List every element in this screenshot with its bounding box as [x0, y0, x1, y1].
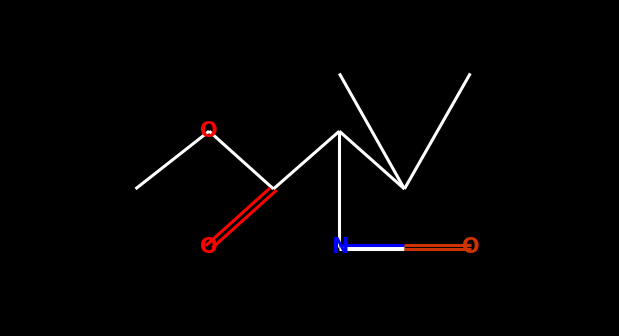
Text: O: O	[201, 121, 218, 141]
Text: O: O	[462, 237, 480, 257]
Text: N: N	[331, 237, 348, 257]
Text: O: O	[201, 237, 218, 257]
